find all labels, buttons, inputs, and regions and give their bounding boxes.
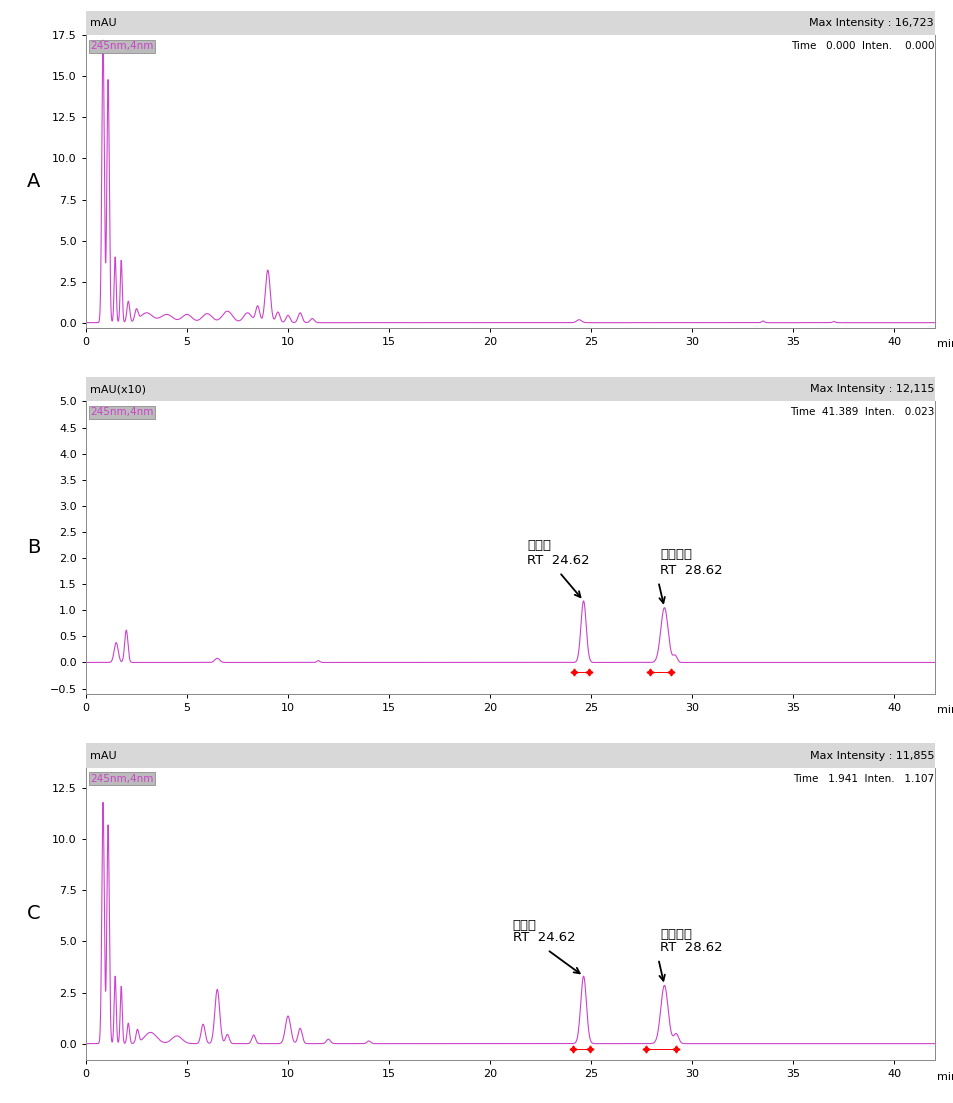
Text: mAU: mAU (90, 18, 116, 29)
Text: Time   1.941  Inten.   1.107: Time 1.941 Inten. 1.107 (792, 773, 933, 783)
Text: RT  24.62: RT 24.62 (526, 555, 589, 567)
Text: Time   0.000  Inten.    0.000: Time 0.000 Inten. 0.000 (790, 41, 933, 51)
Text: Max Intensity : 12,115: Max Intensity : 12,115 (809, 384, 933, 395)
Text: Max Intensity : 16,723: Max Intensity : 16,723 (808, 18, 933, 29)
Text: mAU: mAU (90, 750, 116, 761)
Text: RT  28.62: RT 28.62 (659, 564, 722, 577)
Text: B: B (27, 538, 40, 557)
Text: min: min (936, 706, 953, 716)
Text: 245nm,4nm: 245nm,4nm (90, 773, 153, 783)
Text: 안제리신: 안제리신 (659, 929, 692, 941)
Text: 소랄렌: 소랄렌 (513, 919, 537, 932)
Text: 245nm,4nm: 245nm,4nm (90, 407, 153, 417)
Text: Time  41.389  Inten.   0.023: Time 41.389 Inten. 0.023 (789, 407, 933, 417)
Text: C: C (27, 904, 40, 923)
Text: Max Intensity : 11,855: Max Intensity : 11,855 (809, 750, 933, 761)
Text: 안제리신: 안제리신 (659, 548, 692, 561)
Text: min: min (936, 1072, 953, 1082)
Text: mAU(x10): mAU(x10) (90, 384, 146, 395)
Text: A: A (27, 172, 40, 191)
Text: 245nm,4nm: 245nm,4nm (90, 41, 153, 51)
Text: min: min (936, 340, 953, 350)
Text: 소랄렌: 소랄렌 (526, 538, 551, 552)
Text: RT  28.62: RT 28.62 (659, 941, 722, 954)
Text: RT  24.62: RT 24.62 (513, 931, 575, 944)
